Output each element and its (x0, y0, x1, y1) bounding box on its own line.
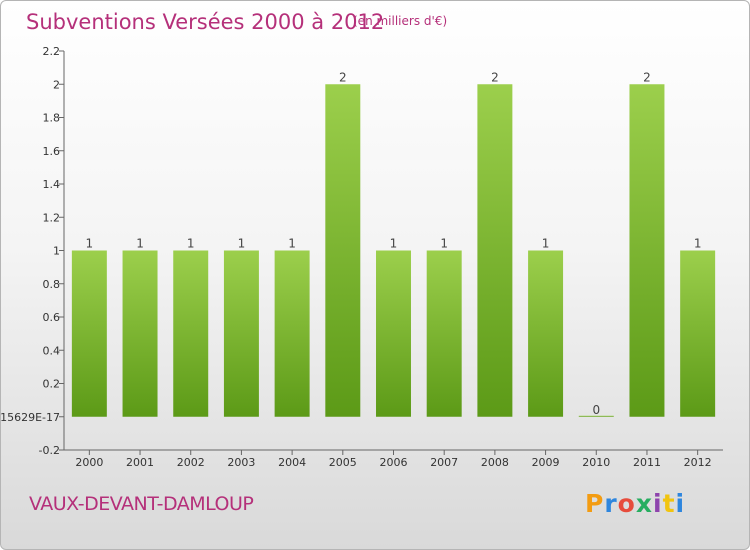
bar (71, 250, 107, 417)
y-tick-label: 1.4 (43, 178, 61, 191)
brand-logo: Proxiti (585, 489, 686, 518)
y-tick-label: 1.2 (43, 211, 61, 224)
bar-value-label: 2 (339, 70, 347, 84)
y-tick-label: 0.4 (43, 344, 61, 357)
bar-value-label: 1 (187, 237, 195, 251)
chart-title: Subventions Versées 2000 à 2012 (26, 10, 385, 34)
bar-value-label: 1 (86, 237, 94, 251)
y-tick-label: 0.8 (43, 278, 61, 291)
bar (629, 84, 665, 417)
bar (376, 250, 411, 417)
y-tick-label: 2.2 (43, 45, 61, 58)
y-tick-label: -0.2 (39, 444, 60, 457)
bar (680, 250, 716, 417)
bar (528, 250, 564, 417)
x-tick-label: 2004 (278, 456, 306, 469)
bar-value-label: 1 (238, 237, 246, 251)
bar (325, 84, 361, 417)
x-tick-label: 2007 (430, 456, 458, 469)
x-tick-label: 2002 (177, 456, 205, 469)
x-tick-label: 2003 (227, 456, 255, 469)
y-tick-label: 0.2 (43, 378, 61, 391)
chart-unit: (en milliers d'€) (353, 14, 448, 28)
y-tick-label: -1.15629E-17 (1, 411, 60, 424)
commune-name: VAUX-DEVANT-DAMLOUP (29, 493, 254, 515)
bar-value-label: 2 (643, 70, 651, 84)
y-tick-label: 2 (53, 78, 60, 91)
x-tick-label: 2008 (481, 456, 509, 469)
bar-value-label: 1 (542, 237, 550, 251)
bar (426, 250, 462, 417)
y-tick-label: 0.6 (43, 311, 61, 324)
y-tick-label: 1 (53, 245, 60, 258)
bar-value-label: 1 (440, 237, 448, 251)
x-tick-label: 2011 (633, 456, 661, 469)
x-tick-label: 2001 (126, 456, 154, 469)
y-tick-label: 1.6 (43, 145, 61, 158)
bar-value-label: 1 (694, 237, 702, 251)
bar-value-label: 1 (390, 237, 398, 251)
bar (223, 250, 259, 417)
bar-value-label: 2 (491, 70, 499, 84)
bar (578, 415, 614, 417)
bar-value-label: 0 (592, 403, 600, 417)
x-tick-label: 2009 (532, 456, 560, 469)
x-tick-label: 2005 (329, 456, 357, 469)
bar (477, 84, 513, 417)
x-tick-label: 2006 (380, 456, 408, 469)
x-tick-label: 2010 (582, 456, 610, 469)
bar (173, 250, 209, 417)
bar (122, 250, 158, 417)
x-tick-label: 2012 (684, 456, 712, 469)
bar-value-label: 1 (136, 237, 144, 251)
bar (274, 250, 310, 417)
x-tick-label: 2000 (75, 456, 103, 469)
y-tick-label: 1.8 (43, 112, 61, 125)
bar-value-label: 1 (288, 237, 296, 251)
